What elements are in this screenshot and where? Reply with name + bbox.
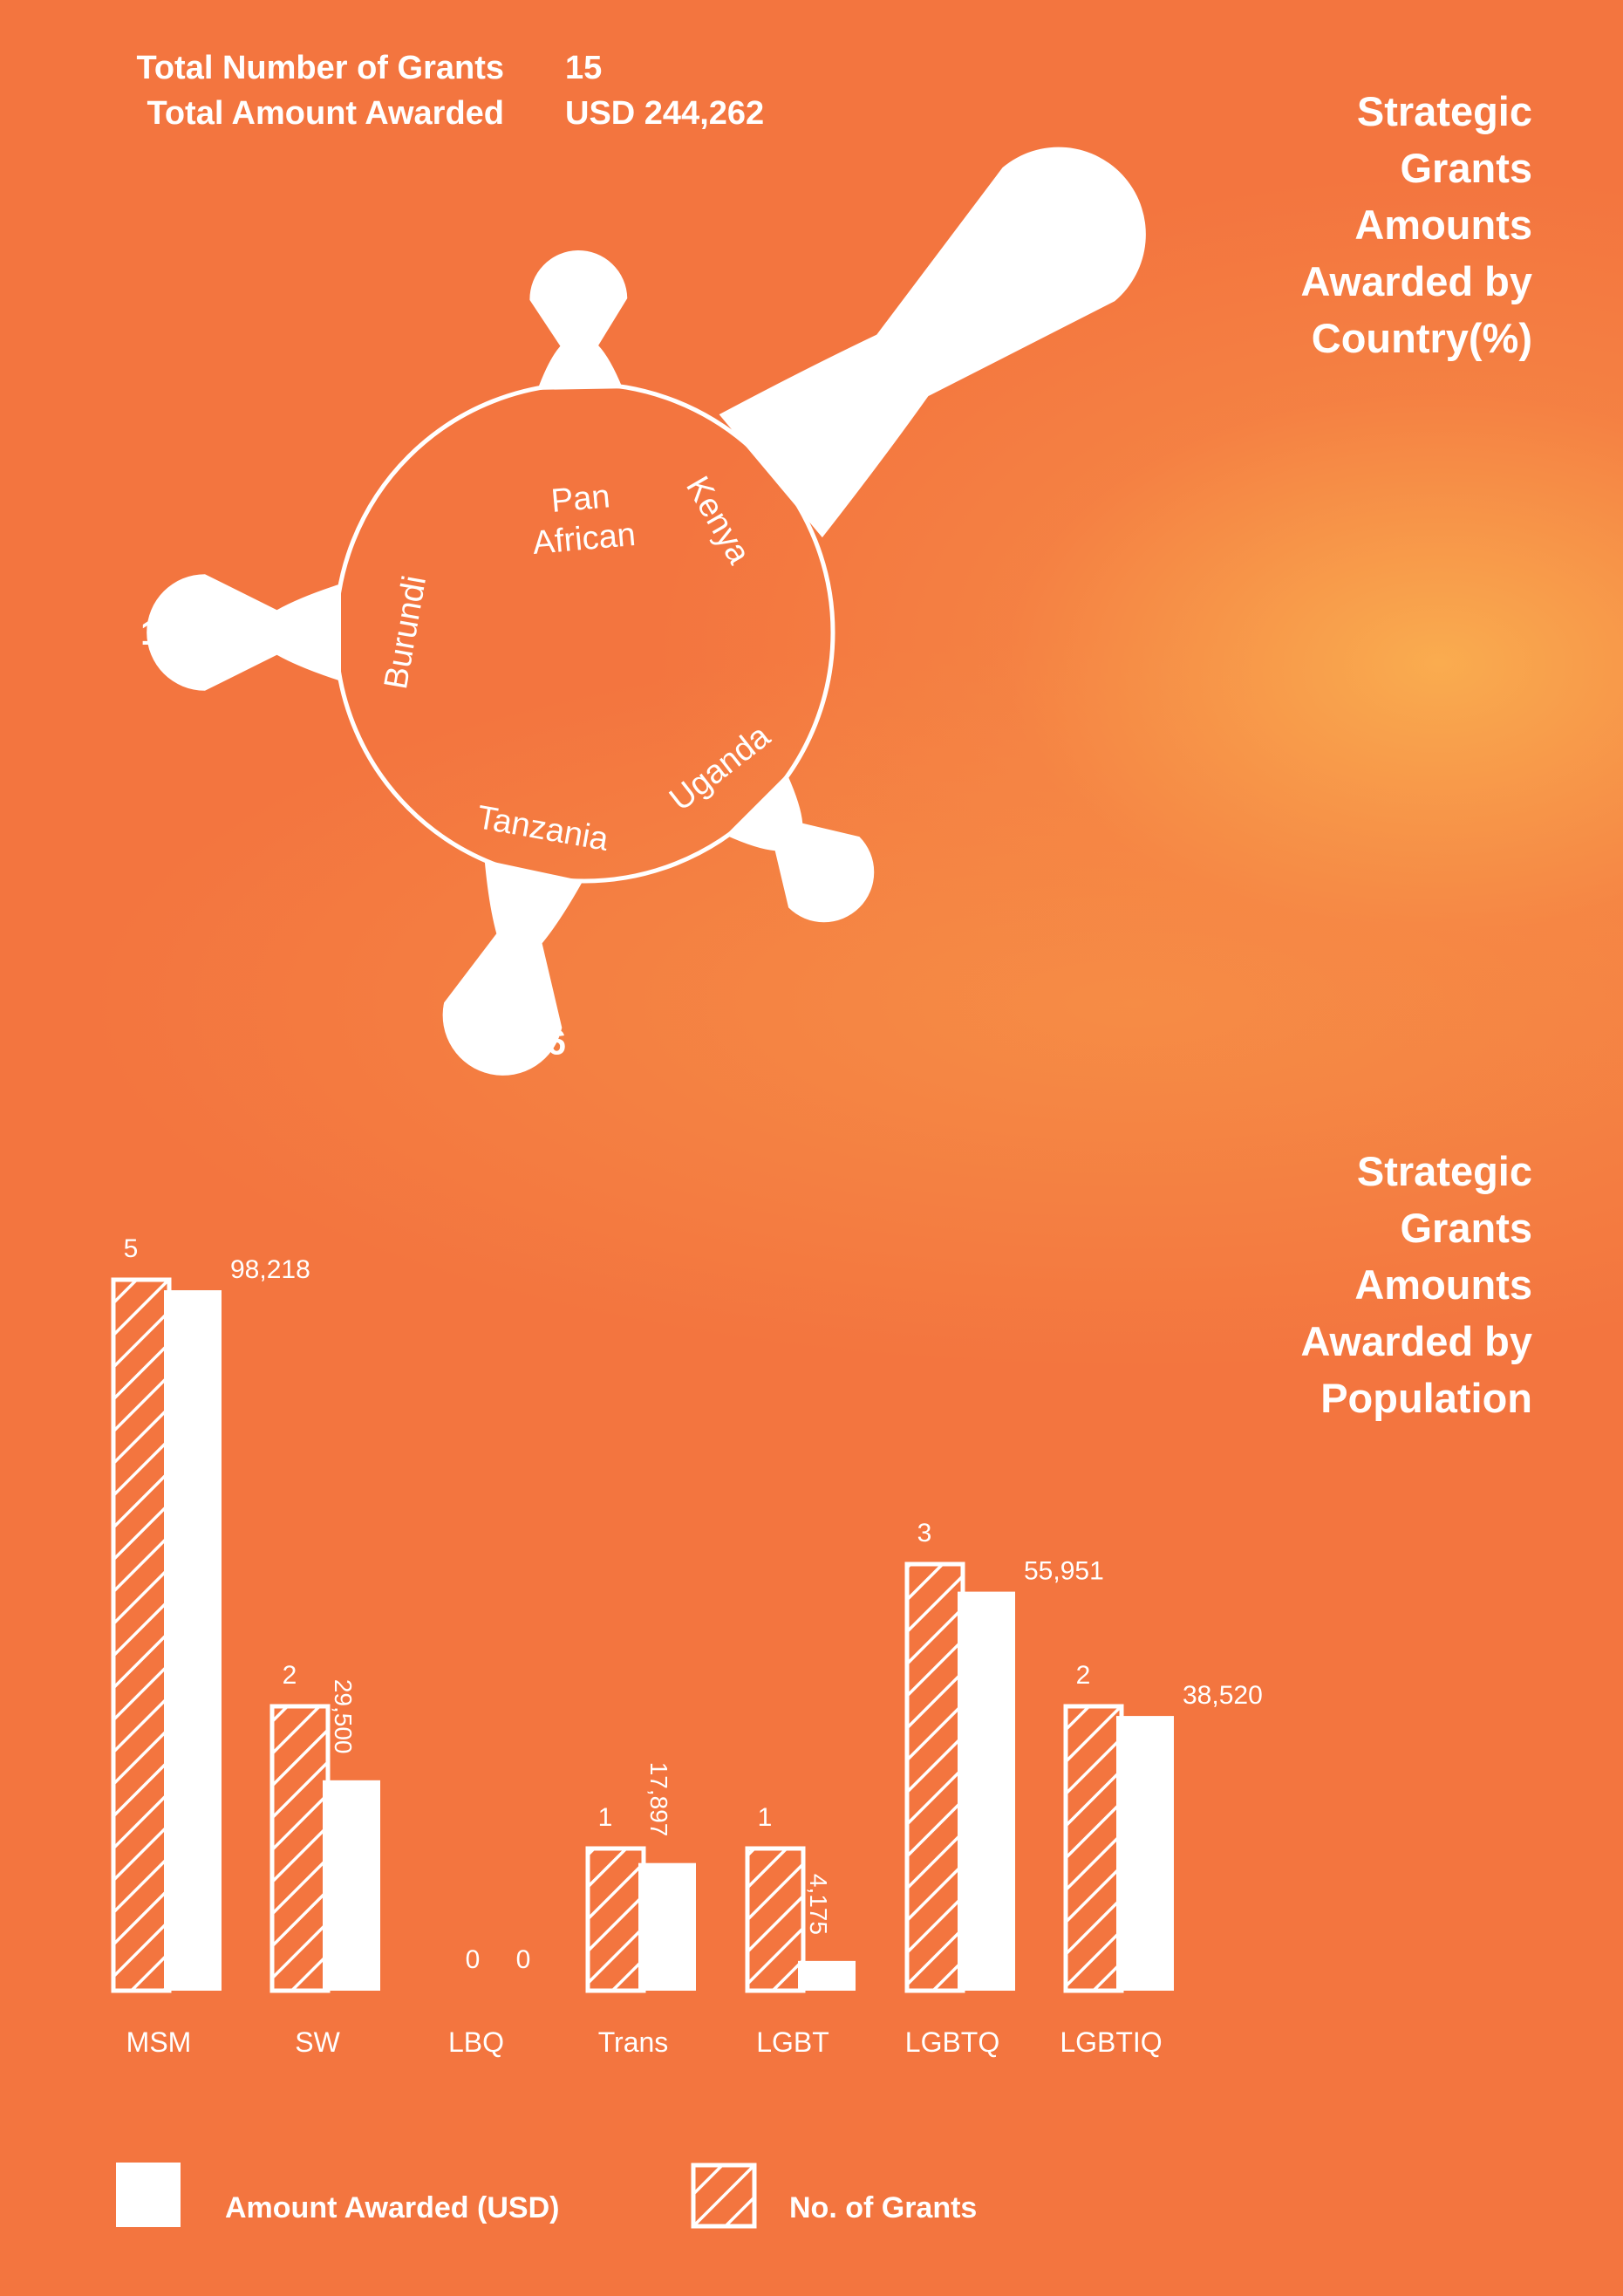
legend-amount-label: Amount Awarded (USD) bbox=[225, 2191, 560, 2224]
bar-amount-sw bbox=[323, 1780, 380, 1991]
label-grants-lgbtiq: 2 bbox=[1076, 1661, 1091, 1690]
country-petal-kenya bbox=[719, 147, 1146, 538]
country-chart-title: Strategic Grants Amounts Awarded by Coun… bbox=[1300, 88, 1532, 361]
population-bar-chart: 5 98,218 MSM 2 29,500 SW 0 0 LBQ 1 17,897 Trans 1 4,1… bbox=[111, 1234, 1263, 2058]
category-label-lgbt: LGBT bbox=[756, 2026, 829, 2058]
country-label-line: African bbox=[531, 516, 637, 562]
country-label-tanzania: Tanzania bbox=[474, 799, 612, 858]
category-label-lbq: LBQ bbox=[448, 2026, 504, 2058]
label-grants-sw: 2 bbox=[283, 1661, 297, 1690]
country-petal-uganda bbox=[726, 774, 875, 923]
country-label-line: Burundi bbox=[378, 573, 433, 692]
country-label-kenya: Kenya bbox=[679, 470, 758, 571]
bar-grants-sw bbox=[269, 1704, 331, 1993]
category-label-lgbtiq: LGBTIQ bbox=[1060, 2026, 1162, 2058]
label-amount-msm: 98,218 bbox=[230, 1255, 310, 1284]
country-label-burundi: Burundi bbox=[378, 573, 433, 692]
label-amount-lbq: 0 bbox=[516, 1945, 531, 1974]
bar-amount-lgbtq bbox=[958, 1591, 1015, 1991]
legend-grants-label: No. of Grants bbox=[789, 2191, 978, 2224]
bar-grants-lgbt bbox=[745, 1846, 806, 1993]
bar-grants-trans bbox=[585, 1846, 646, 1993]
label-grants-msm: 5 bbox=[124, 1234, 139, 1263]
label-grants-lbq: 0 bbox=[466, 1945, 481, 1974]
bar-grants-lgbtq bbox=[904, 1561, 965, 1993]
total-grants-label: Total Number of Grants bbox=[136, 50, 504, 86]
bar-grants-lgbtiq bbox=[1063, 1704, 1124, 1993]
totals-summary: Total Number of Grants 15 Total Amount A… bbox=[68, 45, 764, 136]
label-grants-lgbtq: 3 bbox=[917, 1519, 932, 1548]
total-amount-label: Total Amount Awarded bbox=[147, 95, 504, 132]
bar-amount-lgbtiq bbox=[1116, 1716, 1174, 1991]
label-amount-sw: 29,500 bbox=[330, 1679, 357, 1754]
country-label-line: Pan bbox=[549, 478, 611, 520]
label-amount-trans: 17,897 bbox=[645, 1762, 672, 1837]
legend-grants-swatch bbox=[691, 2163, 757, 2229]
legend-amount-swatch bbox=[116, 2163, 181, 2227]
population-chart-title: Strategic Grants Amounts Awarded by Popu… bbox=[1300, 1148, 1532, 1421]
category-label-lgbtq: LGBTQ bbox=[905, 2026, 999, 2058]
country-value-tanzania: 16.6 bbox=[498, 1024, 566, 1063]
total-grants-value: 15 bbox=[565, 50, 603, 86]
bar-amount-trans bbox=[638, 1862, 696, 1991]
category-label-sw: SW bbox=[295, 2026, 340, 2058]
country-petal-tanzania bbox=[442, 859, 583, 1076]
label-grants-trans: 1 bbox=[598, 1803, 613, 1832]
label-amount-lgbtq: 55,951 bbox=[1024, 1557, 1104, 1586]
label-amount-lgbt: 4,175 bbox=[805, 1874, 832, 1935]
country-petal-burundi bbox=[147, 574, 341, 691]
label-amount-lgbtiq: 38,520 bbox=[1183, 1681, 1263, 1710]
category-label-msm: MSM bbox=[126, 2026, 192, 2058]
country-value-uganda: 8.2 bbox=[807, 849, 856, 887]
bar-grants-msm bbox=[111, 1277, 172, 1993]
country-label-line: Tanzania bbox=[474, 799, 612, 858]
bar-amount-msm bbox=[164, 1290, 222, 1991]
country-label-line: Kenya bbox=[679, 470, 758, 571]
label-grants-lgbt: 1 bbox=[758, 1803, 773, 1832]
country-petal-pan-african bbox=[529, 250, 628, 390]
country-value-burundi: 14.7 bbox=[140, 614, 208, 653]
category-label-trans: Trans bbox=[598, 2026, 669, 2058]
country-value-pan-african: 7.3 bbox=[551, 287, 600, 325]
bar-amount-lgbt bbox=[798, 1960, 856, 1991]
country-value-kenya: 53.2 bbox=[931, 295, 999, 333]
total-amount-value: USD 244,262 bbox=[565, 95, 765, 132]
